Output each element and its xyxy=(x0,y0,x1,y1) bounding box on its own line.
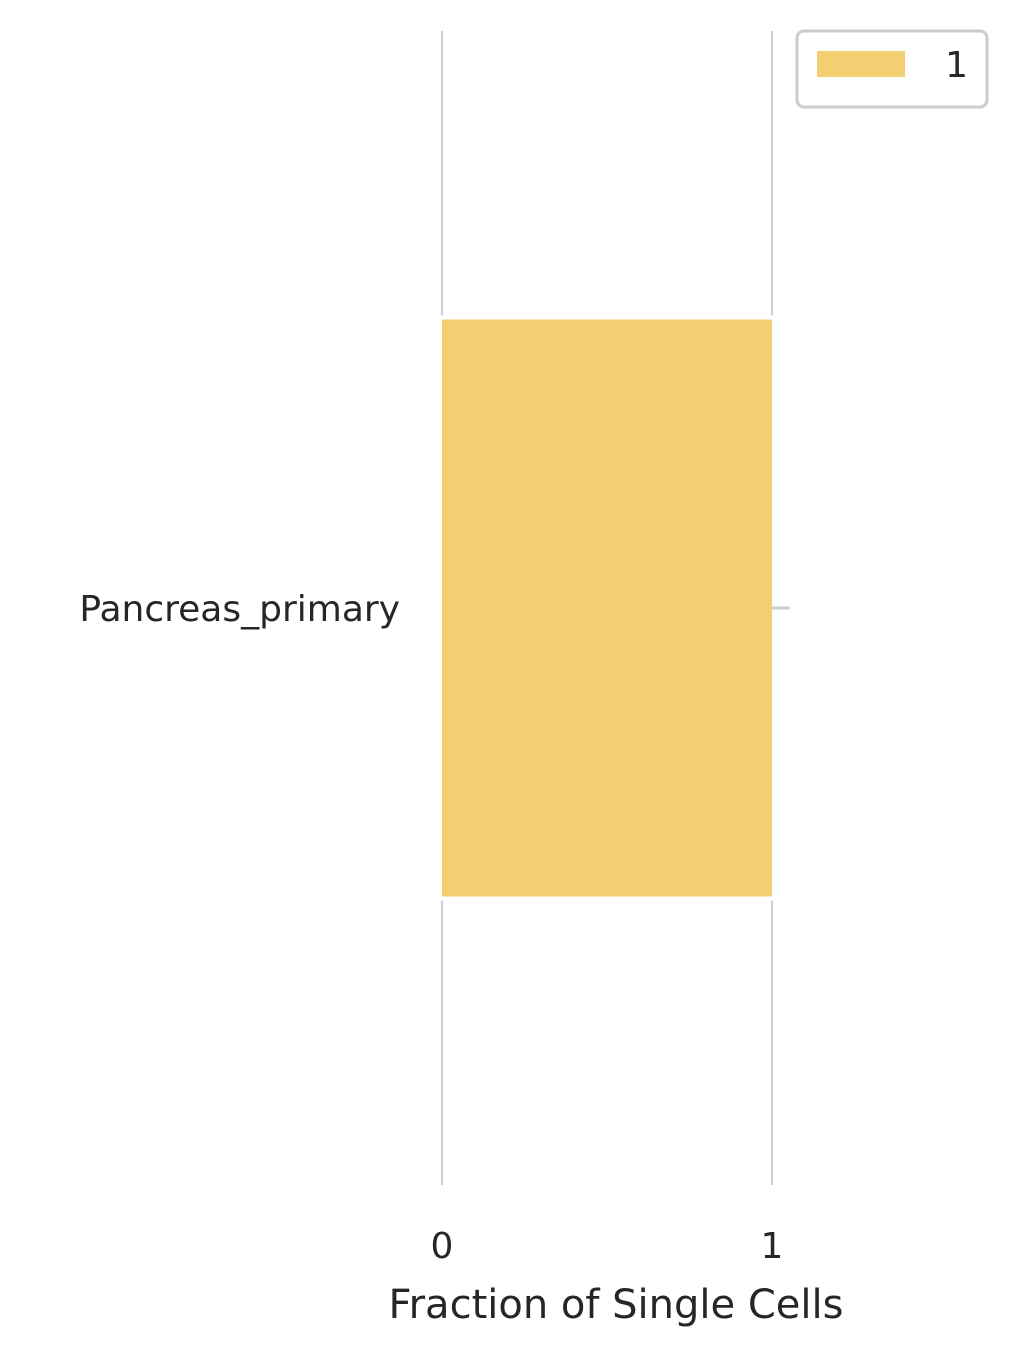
y-tick-label: Pancreas_primary xyxy=(79,589,400,630)
legend-swatch-0 xyxy=(817,51,905,77)
legend-label-0: 1 xyxy=(945,45,968,86)
bar-0-0 xyxy=(442,319,772,897)
x-axis-title: Fraction of Single Cells xyxy=(389,1282,844,1328)
legend-items: 1 xyxy=(817,45,968,86)
x-tick-label-1: 1 xyxy=(761,1226,784,1267)
x-tick-label-0: 0 xyxy=(431,1226,454,1267)
legend[interactable]: 1 xyxy=(795,29,989,109)
bars-layer xyxy=(440,315,774,901)
y-tick-labels: Pancreas_primary xyxy=(79,589,400,630)
